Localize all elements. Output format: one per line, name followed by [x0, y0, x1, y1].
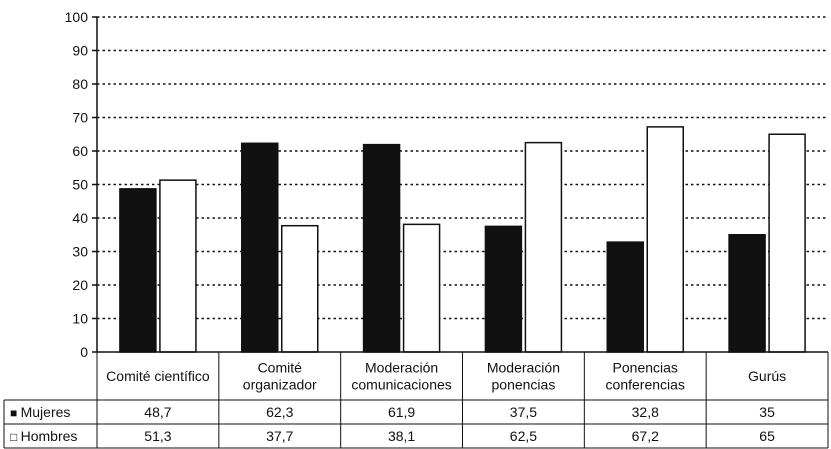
bar-hombres-2: [402, 223, 441, 353]
value-label-mujeres-2: 61,9: [388, 404, 415, 420]
value-label-hombres-5: 65: [759, 428, 775, 444]
bar-mujeres-2: [362, 143, 401, 353]
y-tick-label-70: 70: [72, 110, 88, 126]
bar-hombres-3: [524, 141, 563, 353]
bar-mujeres-5: [728, 234, 766, 353]
bar-hombres-4: [646, 126, 684, 353]
y-tick-label-80: 80: [72, 76, 88, 92]
value-label-hombres-0: 51,3: [144, 428, 171, 444]
y-axis: 0 10 20 30 40 50 60 70 80 90 100: [65, 9, 98, 360]
value-label-hombres-4: 67,2: [632, 428, 659, 444]
category-label-2: Moderación comunicaciones: [351, 360, 451, 393]
y-tick-label-10: 10: [72, 311, 88, 327]
category-label-0: Comité científico: [106, 368, 210, 384]
value-label-mujeres-0: 48,7: [144, 404, 171, 420]
bar-mujeres-0: [119, 188, 157, 353]
data-table: Comité científico Comité organizador Modera…: [3, 351, 829, 449]
legend-hombres: □ Hombres: [10, 428, 77, 444]
bar-hombres-0: [159, 179, 197, 353]
y-tick-label-0: 0: [80, 344, 88, 360]
value-label-hombres-2: 38,1: [388, 428, 415, 444]
category-label-4: Ponencias conferencias: [606, 360, 685, 393]
y-tick-label-30: 30: [72, 244, 88, 260]
category-label-3: Moderación ponencias: [487, 360, 560, 393]
category-label-5: Gurús: [748, 368, 786, 384]
value-label-mujeres-3: 37,5: [510, 404, 537, 420]
bar-mujeres-1: [241, 142, 279, 353]
y-tick-label-40: 40: [72, 210, 88, 226]
value-label-mujeres-5: 35: [759, 404, 775, 420]
legend-mujeres: ■ Mujeres: [10, 404, 70, 420]
bar-mujeres-3: [484, 225, 523, 353]
y-tick-label-100: 100: [65, 9, 89, 25]
bar-mujeres-4: [606, 241, 644, 353]
category-label-1: Comité organizador: [243, 360, 317, 393]
bar-hombres-5: [768, 133, 806, 353]
y-tick-label-90: 90: [72, 43, 88, 59]
value-label-hombres-3: 62,5: [510, 428, 537, 444]
y-tick-label-20: 20: [72, 277, 88, 293]
y-tick-label-50: 50: [72, 177, 88, 193]
gridlines: [97, 16, 828, 320]
y-tick-label-60: 60: [72, 143, 88, 159]
value-label-mujeres-4: 32,8: [632, 404, 659, 420]
bar-hombres-1: [281, 224, 319, 353]
value-label-hombres-1: 37,7: [266, 428, 293, 444]
value-label-mujeres-1: 62,3: [266, 404, 293, 420]
